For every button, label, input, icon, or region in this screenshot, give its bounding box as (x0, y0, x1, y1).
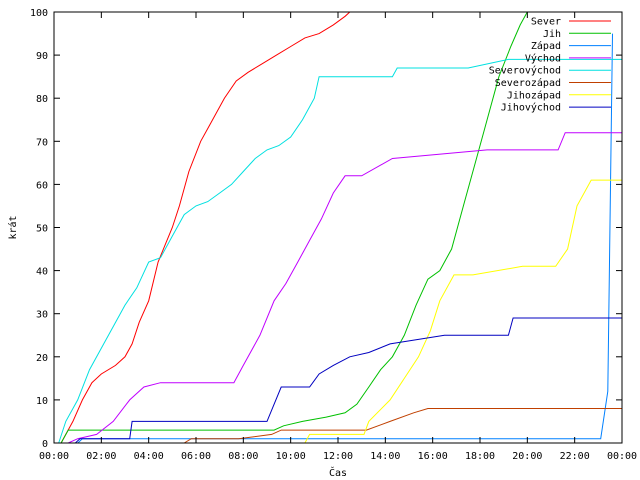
legend: SeverJihZápadVýchodSeverovýchodSeverozáp… (489, 17, 611, 114)
series-lines (58, 11, 622, 444)
series-zapad-line (77, 33, 613, 444)
y-tick-label: 100 (30, 8, 48, 19)
legend-vychod-label: Východ (525, 52, 561, 64)
x-tick-label: 22:00 (560, 451, 590, 462)
x-tick-label: 18:00 (465, 451, 495, 462)
axis-ticks (53, 11, 623, 444)
series-severozapad-line (183, 408, 622, 444)
x-tick-label: 20:00 (512, 451, 542, 462)
y-tick-label: 50 (36, 224, 48, 235)
y-tick-label: 10 (36, 396, 48, 407)
legend-severovychod-label: Severovýchod (489, 65, 561, 77)
x-tick-label: 02:00 (86, 451, 116, 462)
legend-sever-label: Sever (531, 17, 561, 28)
x-tick-label: 06:00 (181, 451, 211, 462)
legend-jihozapad-label: Jihozápad (507, 89, 561, 101)
y-tick-label: 60 (36, 180, 48, 191)
series-jih-line (60, 11, 528, 444)
series-severovychod-line (58, 58, 622, 444)
x-tick-label: 12:00 (323, 451, 353, 462)
axis-tick-labels: 00:00 02:00 04:00 06:00 08:00 10:00 12:00 14:00… (30, 8, 637, 462)
x-tick-label: 00:00 (39, 451, 69, 462)
y-tick-label: 90 (36, 51, 48, 62)
x-axis-label: Čas (329, 466, 347, 479)
legend-severozapad-label: Severozápad (495, 77, 561, 89)
y-tick-label: 80 (36, 94, 48, 105)
legend-jihovychod-label: Jihovýchod (501, 102, 561, 114)
x-tick-label: 14:00 (370, 451, 400, 462)
series-vychod-line (67, 132, 622, 444)
legend-zapad-label: Západ (531, 40, 561, 52)
x-tick-label: 10:00 (276, 451, 306, 462)
series-jihozapad-line (304, 179, 622, 444)
y-tick-label: 70 (36, 137, 48, 148)
series-sever-line (60, 11, 351, 444)
y-tick-label: 40 (36, 267, 48, 278)
x-tick-label: 16:00 (418, 451, 448, 462)
x-tick-label: 08:00 (228, 451, 258, 462)
y-tick-label: 30 (36, 310, 48, 321)
x-tick-label: 00:00 (607, 451, 637, 462)
y-tick-label: 20 (36, 353, 48, 364)
series-jihovychod-line (74, 317, 622, 444)
y-axis-label: krát (7, 215, 19, 239)
legend-jih-label: Jih (543, 29, 561, 40)
y-tick-label: 0 (42, 439, 48, 450)
x-tick-label: 04:00 (134, 451, 164, 462)
